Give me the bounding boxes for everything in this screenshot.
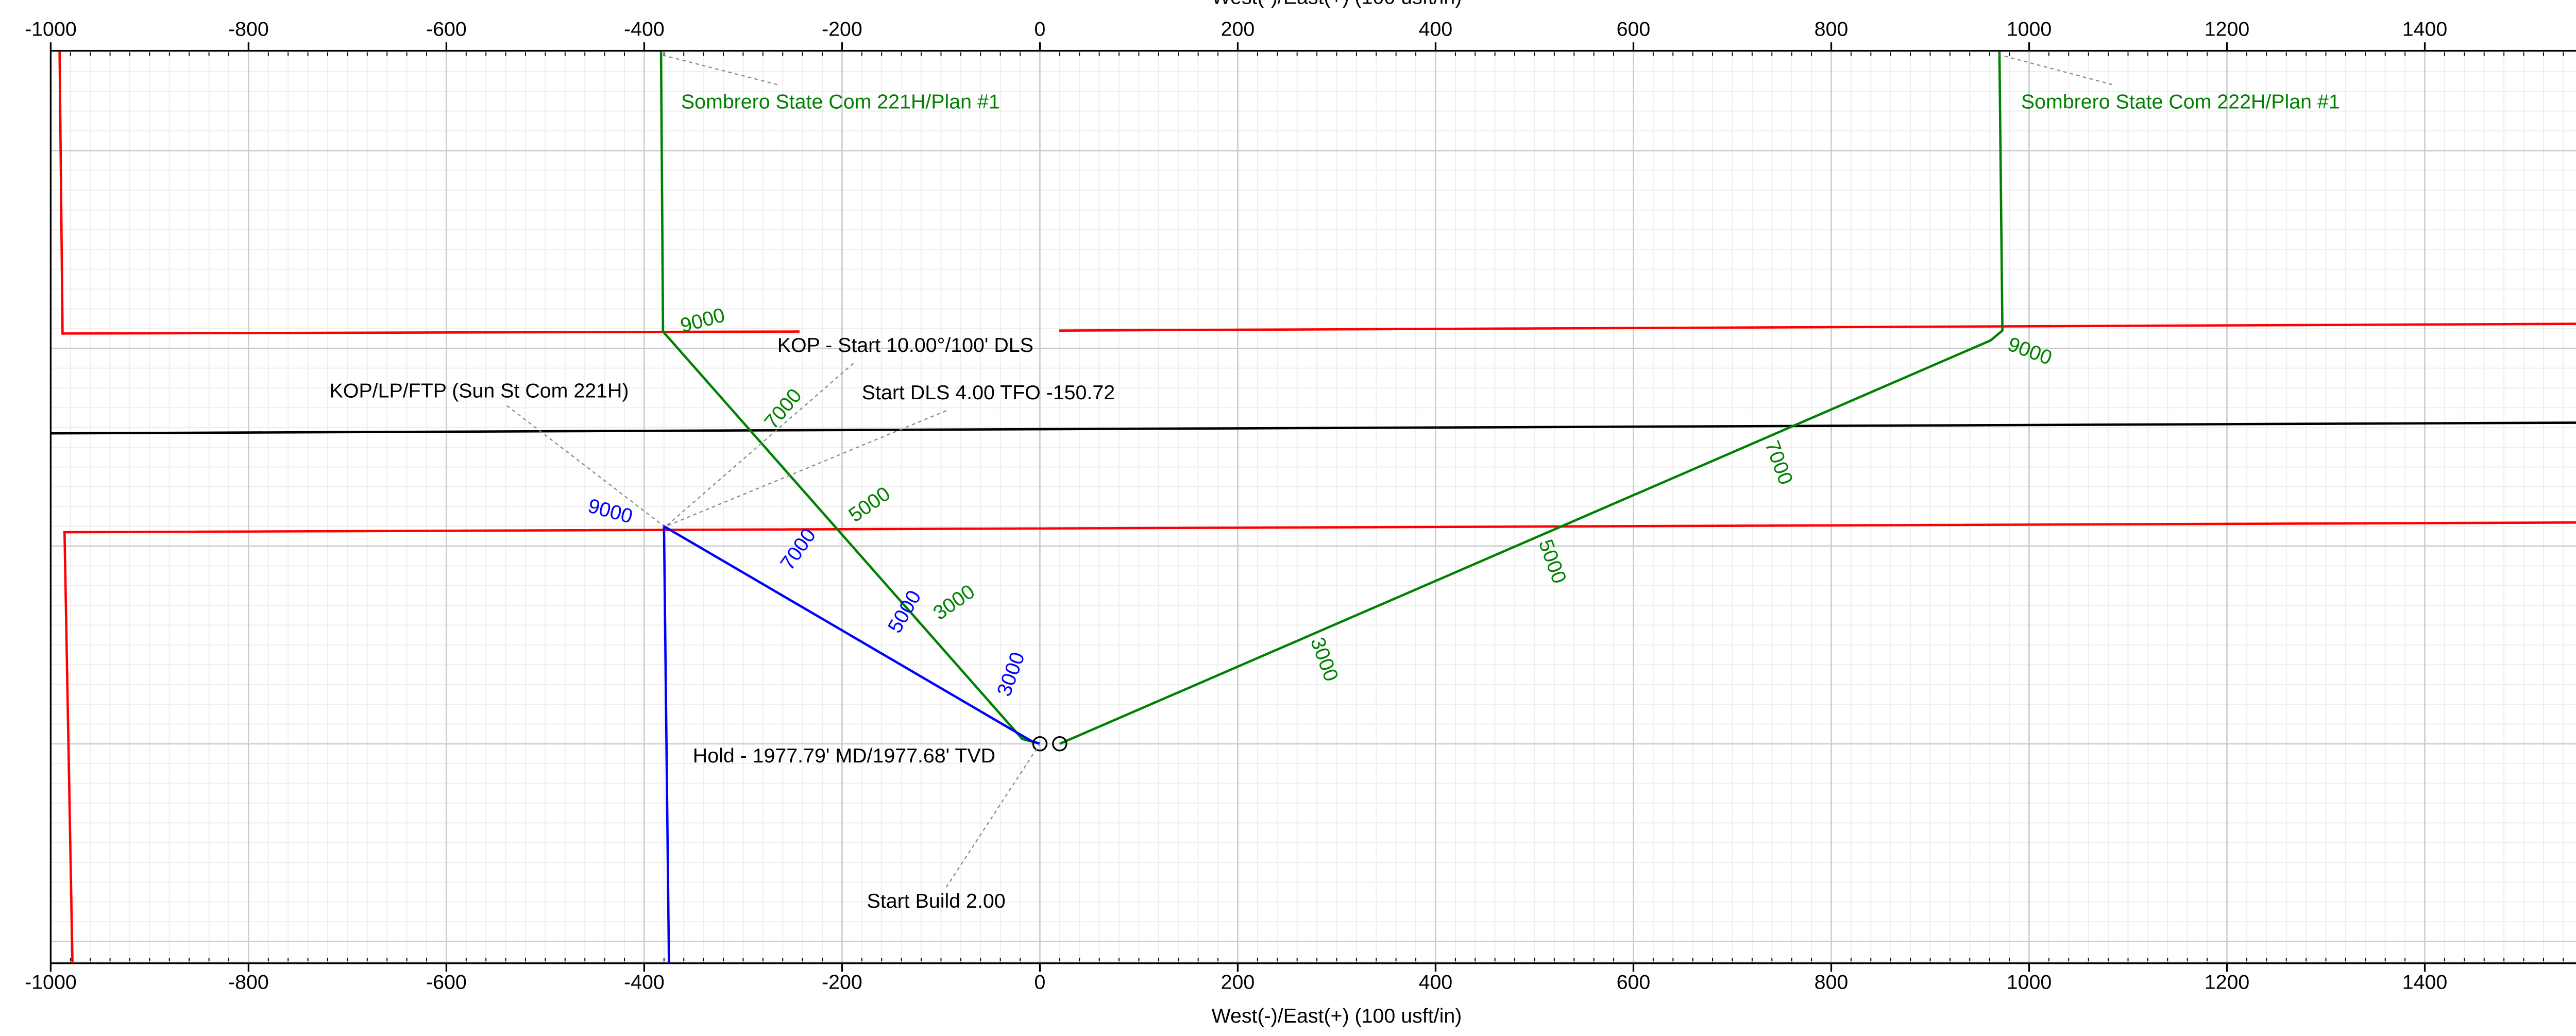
x-tick-label-top: 1200 — [2205, 18, 2250, 41]
well-path — [63, 521, 2576, 963]
leader-line — [665, 363, 854, 527]
x-tick-label: 1000 — [2007, 971, 2052, 994]
x-tick-label: 0 — [1035, 971, 1046, 994]
x-tick-label-top: -800 — [228, 18, 269, 41]
x-tick-label: 1400 — [2402, 971, 2448, 994]
x-tick-label-top: 800 — [1815, 18, 1849, 41]
x-tick-label-top: -600 — [426, 18, 467, 41]
x-tick-label-top: -400 — [624, 18, 665, 41]
annotation: Hold - 1977.79' MD/1977.68' TVD — [693, 744, 995, 767]
well-path — [1059, 322, 2576, 332]
leader-line — [1999, 54, 2113, 86]
leader-line — [666, 410, 947, 527]
x-tick-label-top: 200 — [1221, 18, 1255, 41]
annotation: Sombrero State Com 222H/Plan #1 — [2021, 91, 2340, 113]
annotation: KOP/LP/FTP (Sun St Com 221H) — [330, 380, 629, 402]
x-tick-label-top: 600 — [1617, 18, 1651, 41]
x-tick-label: 1200 — [2205, 971, 2250, 994]
x-tick-label: -200 — [822, 971, 862, 994]
x-tick-label-top: 1000 — [2007, 18, 2052, 41]
x-tick-label-top: -1000 — [25, 18, 77, 41]
surface-marker — [1052, 736, 1067, 752]
x-tick-label: 800 — [1815, 971, 1849, 994]
well-path — [1059, 52, 2004, 745]
x-tick-label: 600 — [1617, 971, 1651, 994]
annotation: Sombrero State Com 221H/Plan #1 — [681, 91, 1000, 113]
surface-marker — [1032, 736, 1048, 752]
x-tick-label-top: 400 — [1419, 18, 1453, 41]
annotation: Start DLS 4.00 TFO -150.72 — [862, 381, 1115, 404]
x-tick-label: 400 — [1419, 971, 1453, 994]
x-axis-title: West(-)/East(+) (100 usft/in) — [1212, 1005, 1462, 1027]
leader-line — [506, 405, 665, 527]
well-path — [663, 524, 1041, 963]
plot-frame — [49, 49, 2576, 964]
x-tick-label: -600 — [426, 971, 467, 994]
x-tick-label: -800 — [228, 971, 269, 994]
x-tick-label-top: 0 — [1035, 18, 1046, 41]
well-path — [50, 421, 2576, 435]
x-tick-label-top: 1400 — [2402, 18, 2448, 41]
annotation: Start Build 2.00 — [867, 890, 1006, 912]
well-path — [58, 52, 800, 335]
x-tick-label-top: -200 — [822, 18, 862, 41]
x-axis-title-top: West(-)/East(+) (100 usft/in) — [1212, 0, 1462, 8]
x-tick-label: 200 — [1221, 971, 1255, 994]
x-tick-label: -1000 — [25, 971, 77, 994]
annotation: KOP - Start 10.00°/100' DLS — [777, 334, 1033, 356]
leader-line — [945, 743, 1041, 888]
x-tick-label: -400 — [624, 971, 665, 994]
